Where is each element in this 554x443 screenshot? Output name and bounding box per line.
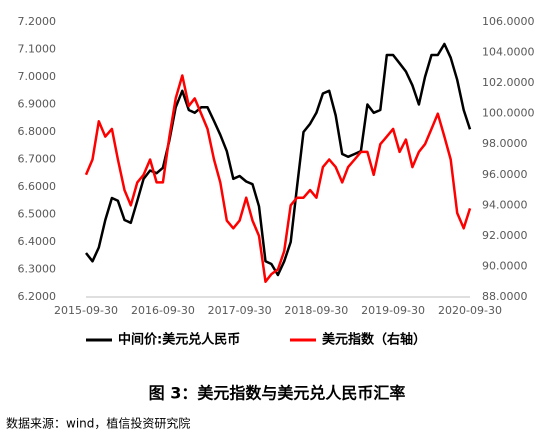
y-tick-label: 6.5000	[18, 208, 57, 221]
y2-tick-label: 88.0000	[482, 290, 528, 303]
y-tick-label: 7.1000	[18, 43, 57, 56]
legend-label: 中间价:美元兑人民币	[118, 332, 240, 348]
y2-tick-label: 94.0000	[482, 198, 528, 211]
y2-tick-label: 106.0000	[482, 15, 535, 28]
x-tick-label: 2016-09-30	[131, 304, 195, 317]
y2-tick-label: 96.0000	[482, 168, 528, 181]
x-tick-label: 2019-09-30	[361, 304, 425, 317]
x-tick-label: 2018-09-30	[284, 304, 348, 317]
y-tick-label: 6.7000	[18, 153, 57, 166]
y2-tick-label: 92.0000	[482, 229, 528, 242]
y2-tick-label: 100.0000	[482, 107, 535, 120]
y-tick-label: 6.3000	[18, 263, 57, 276]
y-tick-label: 6.4000	[18, 235, 57, 248]
y2-tick-label: 104.0000	[482, 46, 535, 59]
y-tick-label: 7.0000	[18, 70, 57, 83]
y2-tick-label: 102.0000	[482, 76, 535, 89]
y-tick-label: 6.8000	[18, 125, 57, 138]
y2-tick-label: 90.0000	[482, 259, 528, 272]
caption: 图 3：美元指数与美元兑人民币汇率	[149, 384, 406, 403]
x-tick-label: 2015-09-30	[54, 304, 118, 317]
x-tick-label: 2020-09-30	[438, 304, 502, 317]
y2-tick-label: 98.0000	[482, 137, 528, 150]
y-tick-label: 7.2000	[18, 15, 57, 28]
line-series	[85, 42, 472, 277]
line-series	[84, 74, 472, 283]
source: 数据来源：wind，植信投资研究院	[6, 416, 190, 431]
x-tick-label: 2017-09-30	[208, 304, 272, 317]
y-tick-label: 6.9000	[18, 98, 57, 111]
y-tick-label: 6.2000	[18, 290, 57, 303]
y-tick-label: 6.6000	[18, 180, 57, 193]
legend-label: 美元指数（右轴）	[322, 332, 426, 348]
